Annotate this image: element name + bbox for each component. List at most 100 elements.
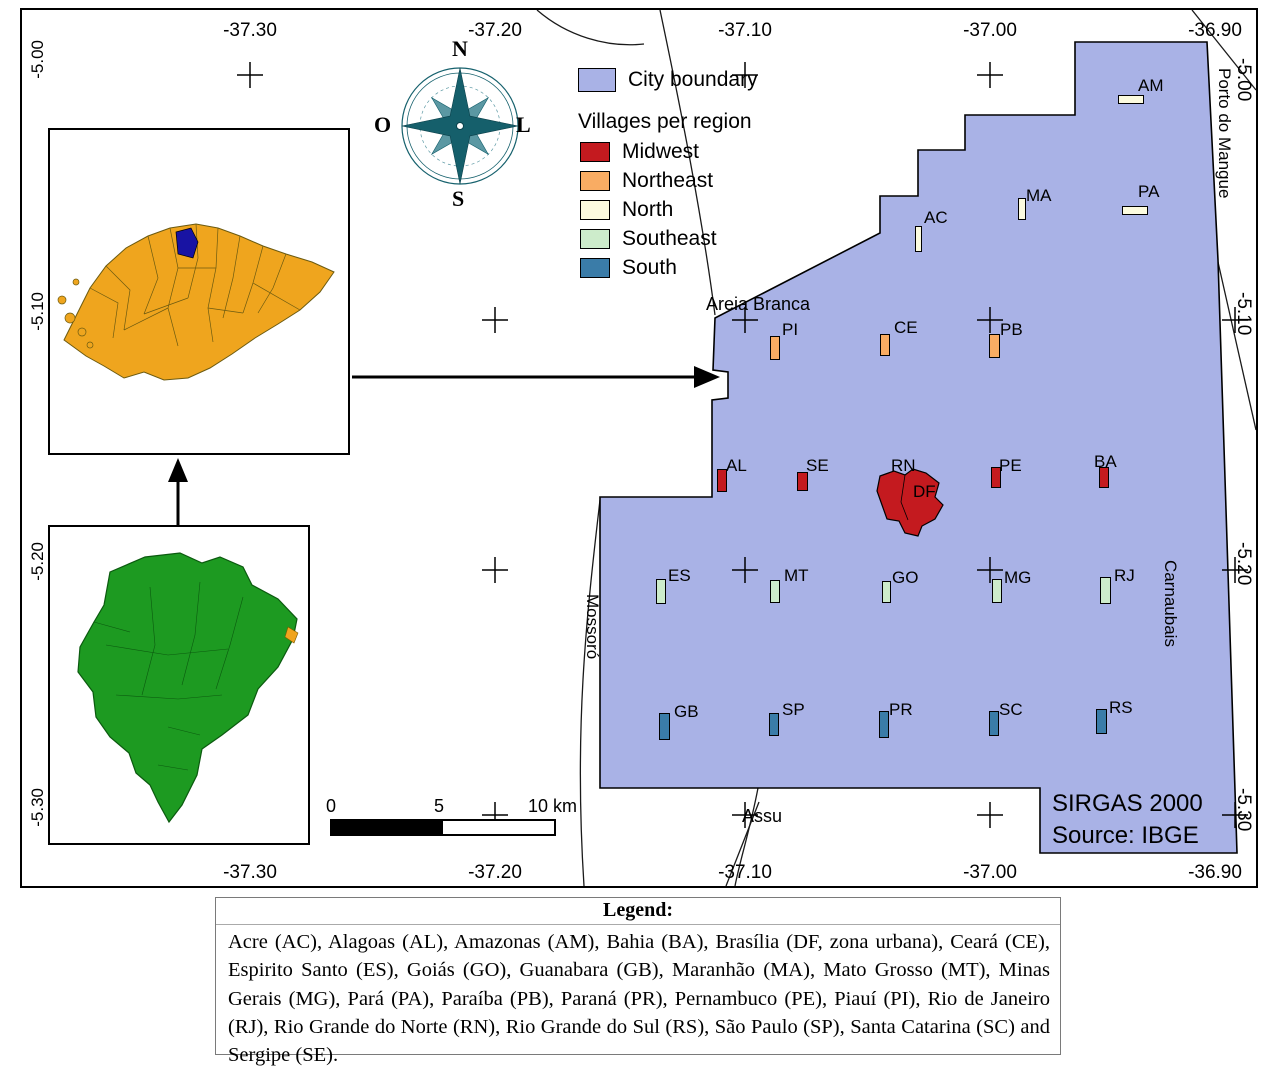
village-marker-am: [1118, 95, 1144, 104]
main-map-canvas: [168, 10, 1256, 886]
village-label-rj: RJ: [1114, 566, 1135, 585]
village-label-go: GO: [892, 568, 919, 587]
village-marker-al: [717, 469, 727, 492]
village-label-ma: MA: [1026, 186, 1052, 205]
village-label-pb: PB: [1000, 320, 1023, 339]
coord-left-2: -5.10: [28, 292, 47, 331]
village-marker-ma: [1018, 198, 1026, 220]
village-marker-pr: [879, 711, 889, 738]
coord-right-4: -5.30: [1233, 788, 1254, 832]
coord-bottom-1: -37.30: [223, 862, 277, 883]
state-inset-map: [48, 128, 350, 455]
village-label-mg: MG: [1004, 568, 1032, 587]
village-label-rn: RN: [891, 456, 916, 475]
legend-row-northeast: Northeast: [580, 169, 713, 193]
village-label-ac: AC: [924, 208, 948, 227]
scale-five-label: 5: [434, 796, 445, 816]
coord-bottom-4: -37.00: [963, 862, 1017, 883]
coord-top-1: -37.30: [223, 20, 277, 41]
village-label-pr: PR: [889, 700, 913, 719]
northeast-label: Northeast: [622, 169, 714, 192]
highlighted-municipality: [175, 227, 199, 259]
village-marker-pa: [1122, 206, 1148, 215]
compass-rose-icon: [401, 67, 519, 185]
village-label-sp: SP: [782, 700, 805, 719]
legend-row-midwest: Midwest: [580, 140, 699, 164]
south-swatch: [580, 258, 610, 278]
df-inner-boundary: [900, 474, 909, 521]
brazil-inset-drawing: [77, 552, 299, 824]
abbreviation-legend-text: Acre (AC), Alagoas (AL), Amazonas (AM), …: [228, 931, 1050, 1067]
village-label-gb: GB: [674, 702, 699, 721]
legend-row-north: North: [580, 198, 673, 222]
village-marker-ac: [915, 226, 922, 252]
village-label-es: ES: [668, 566, 691, 585]
village-marker-pi: [770, 336, 780, 360]
coord-top-3: -37.10: [718, 20, 772, 41]
compass-south-label: S: [452, 186, 465, 211]
municipality-boundaries: [89, 223, 301, 347]
city-boundary-label: City boundary: [628, 68, 758, 91]
place-areia-branca: Areia Branca: [706, 294, 811, 314]
village-label-am: AM: [1138, 76, 1164, 95]
villages-legend-title: Villages per region: [578, 110, 752, 133]
state-boundaries: [93, 581, 244, 771]
city-boundary-swatch: [578, 68, 616, 92]
scale-bar: [330, 819, 556, 836]
southeast-swatch: [580, 229, 610, 249]
abbreviation-legend-title: Legend:: [216, 898, 1060, 925]
village-label-se: SE: [806, 456, 829, 475]
scale-bar-filled: [332, 821, 443, 834]
compass-east-label: L: [516, 112, 531, 137]
coord-top-4: -37.00: [963, 20, 1017, 41]
place-assu: Assu: [742, 806, 783, 826]
village-label-pe: PE: [999, 456, 1022, 475]
coord-bottom-2: -37.20: [468, 862, 522, 883]
north-swatch: [580, 200, 610, 220]
outlying-municipalities: [57, 278, 94, 349]
coord-bottom-3: -37.10: [718, 862, 772, 883]
village-marker-ba: [1099, 467, 1109, 488]
village-marker-sc: [989, 711, 999, 736]
village-marker-rs: [1096, 709, 1107, 734]
coord-top-2: -37.20: [468, 20, 522, 41]
graticule-crosshairs: [237, 62, 1248, 828]
village-marker-se: [797, 472, 808, 491]
brazil-to-state-arrow: [168, 458, 188, 526]
village-marker-pe: [991, 467, 1001, 488]
scale-ten-label: 10 km: [528, 796, 578, 816]
source-note: Source: IBGE: [1052, 822, 1199, 849]
village-marker-ce: [880, 334, 890, 356]
highlighted-state: [284, 626, 299, 644]
village-marker-rj: [1100, 577, 1111, 604]
inset-to-map-arrow: [352, 366, 720, 388]
coord-right-2: -5.10: [1233, 292, 1254, 336]
village-marker-sp: [769, 713, 779, 736]
compass-north-label: N: [452, 36, 468, 61]
village-label-ba: BA: [1094, 452, 1117, 471]
coord-right-3: -5.20: [1233, 542, 1254, 586]
village-marker-pb: [989, 334, 1000, 358]
legend-row-south: South: [580, 256, 677, 280]
legend-row-southeast: Southeast: [580, 227, 717, 251]
village-label-pi: PI: [782, 320, 799, 339]
city-boundary-polygon: [599, 41, 1238, 854]
crs-note: SIRGAS 2000: [1052, 790, 1203, 817]
state-inset-drawing: [57, 223, 335, 381]
village-marker-mg: [992, 579, 1002, 603]
brazil-inset-map: [48, 525, 310, 845]
south-label: South: [622, 256, 677, 279]
coord-top-5: -36.90: [1188, 20, 1242, 41]
village-label-df: DF: [913, 482, 936, 501]
village-label-mt: MT: [784, 566, 809, 585]
road-lines: [536, 10, 1256, 886]
village-label-sc: SC: [999, 700, 1023, 719]
df-urban-zone: [876, 468, 944, 537]
place-carnaubais: Carnaubais: [1161, 560, 1180, 647]
coord-bottom-5: -36.90: [1188, 862, 1242, 883]
village-label-pa: PA: [1138, 182, 1160, 201]
village-marker-mt: [770, 580, 780, 603]
coord-right-1: -5.00: [1233, 58, 1254, 102]
midwest-label: Midwest: [622, 140, 700, 163]
